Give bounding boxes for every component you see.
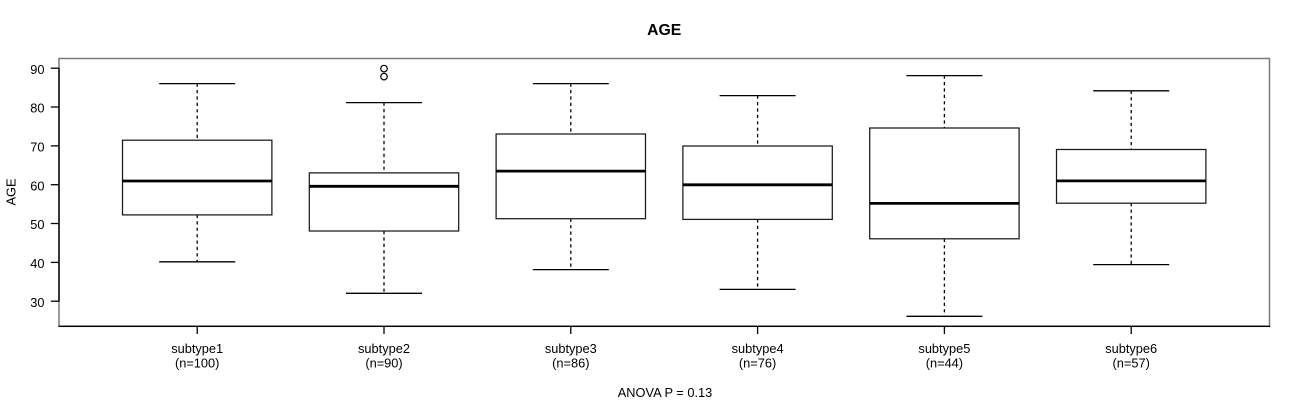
svg-text:ANOVA P = 0.13: ANOVA P = 0.13	[618, 385, 713, 400]
svg-text:(n=57): (n=57)	[1113, 355, 1150, 370]
svg-text:70: 70	[30, 140, 44, 155]
svg-text:(n=90): (n=90)	[365, 355, 402, 370]
svg-text:90: 90	[30, 62, 44, 77]
svg-text:80: 80	[30, 101, 44, 116]
svg-text:60: 60	[30, 178, 44, 193]
svg-text:40: 40	[30, 256, 44, 271]
svg-text:AGE: AGE	[4, 178, 19, 205]
svg-text:subtype3: subtype3	[545, 341, 597, 356]
svg-text:subtype6: subtype6	[1105, 341, 1157, 356]
svg-text:subtype4: subtype4	[732, 341, 784, 356]
svg-text:50: 50	[30, 217, 44, 232]
svg-text:subtype5: subtype5	[918, 341, 970, 356]
svg-text:subtype1: subtype1	[171, 341, 223, 356]
svg-text:(n=86): (n=86)	[552, 355, 589, 370]
svg-text:(n=44): (n=44)	[926, 355, 963, 370]
svg-text:(n=76): (n=76)	[739, 355, 776, 370]
svg-text:30: 30	[30, 295, 44, 310]
svg-text:AGE: AGE	[647, 22, 681, 39]
svg-text:subtype2: subtype2	[358, 341, 410, 356]
svg-text:(n=100): (n=100)	[175, 355, 219, 370]
